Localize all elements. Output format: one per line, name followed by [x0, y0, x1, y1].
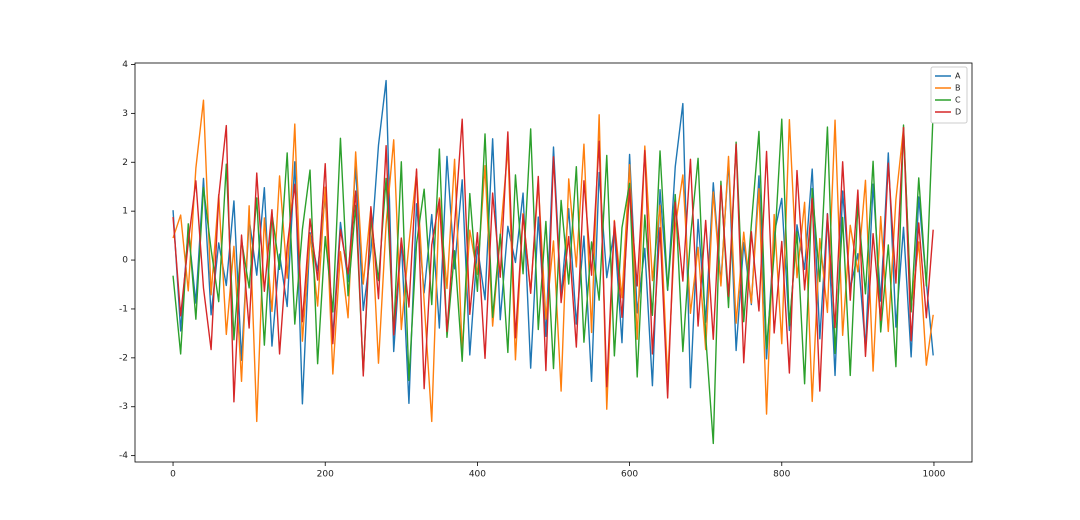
legend-label: A — [955, 72, 961, 81]
y-tick-label: -3 — [119, 402, 128, 412]
y-tick-label: 1 — [122, 207, 128, 217]
plot-frame — [134, 62, 973, 463]
x-tick-label: 600 — [621, 470, 638, 480]
y-tick-label: 0 — [122, 256, 128, 266]
y-tick-label: 2 — [122, 158, 128, 168]
y-tick-label: 3 — [122, 109, 128, 119]
x-tick-label: 0 — [170, 470, 176, 480]
y-tick-label: -2 — [119, 353, 128, 363]
legend-label: B — [955, 84, 961, 93]
series-line — [172, 118, 934, 403]
y-tick-label: -4 — [119, 451, 128, 461]
legend-label: D — [955, 108, 961, 117]
y-tick-label: -1 — [119, 304, 128, 314]
series-line — [172, 110, 934, 445]
legend-label: C — [955, 96, 961, 105]
y-tick-label: 4 — [122, 60, 128, 70]
legend-box — [930, 66, 968, 124]
series-line — [172, 79, 934, 405]
x-tick-label: 400 — [469, 470, 486, 480]
x-tick-label: 800 — [773, 470, 790, 480]
x-tick-label: 200 — [317, 470, 334, 480]
x-tick-label: 1000 — [923, 470, 946, 480]
